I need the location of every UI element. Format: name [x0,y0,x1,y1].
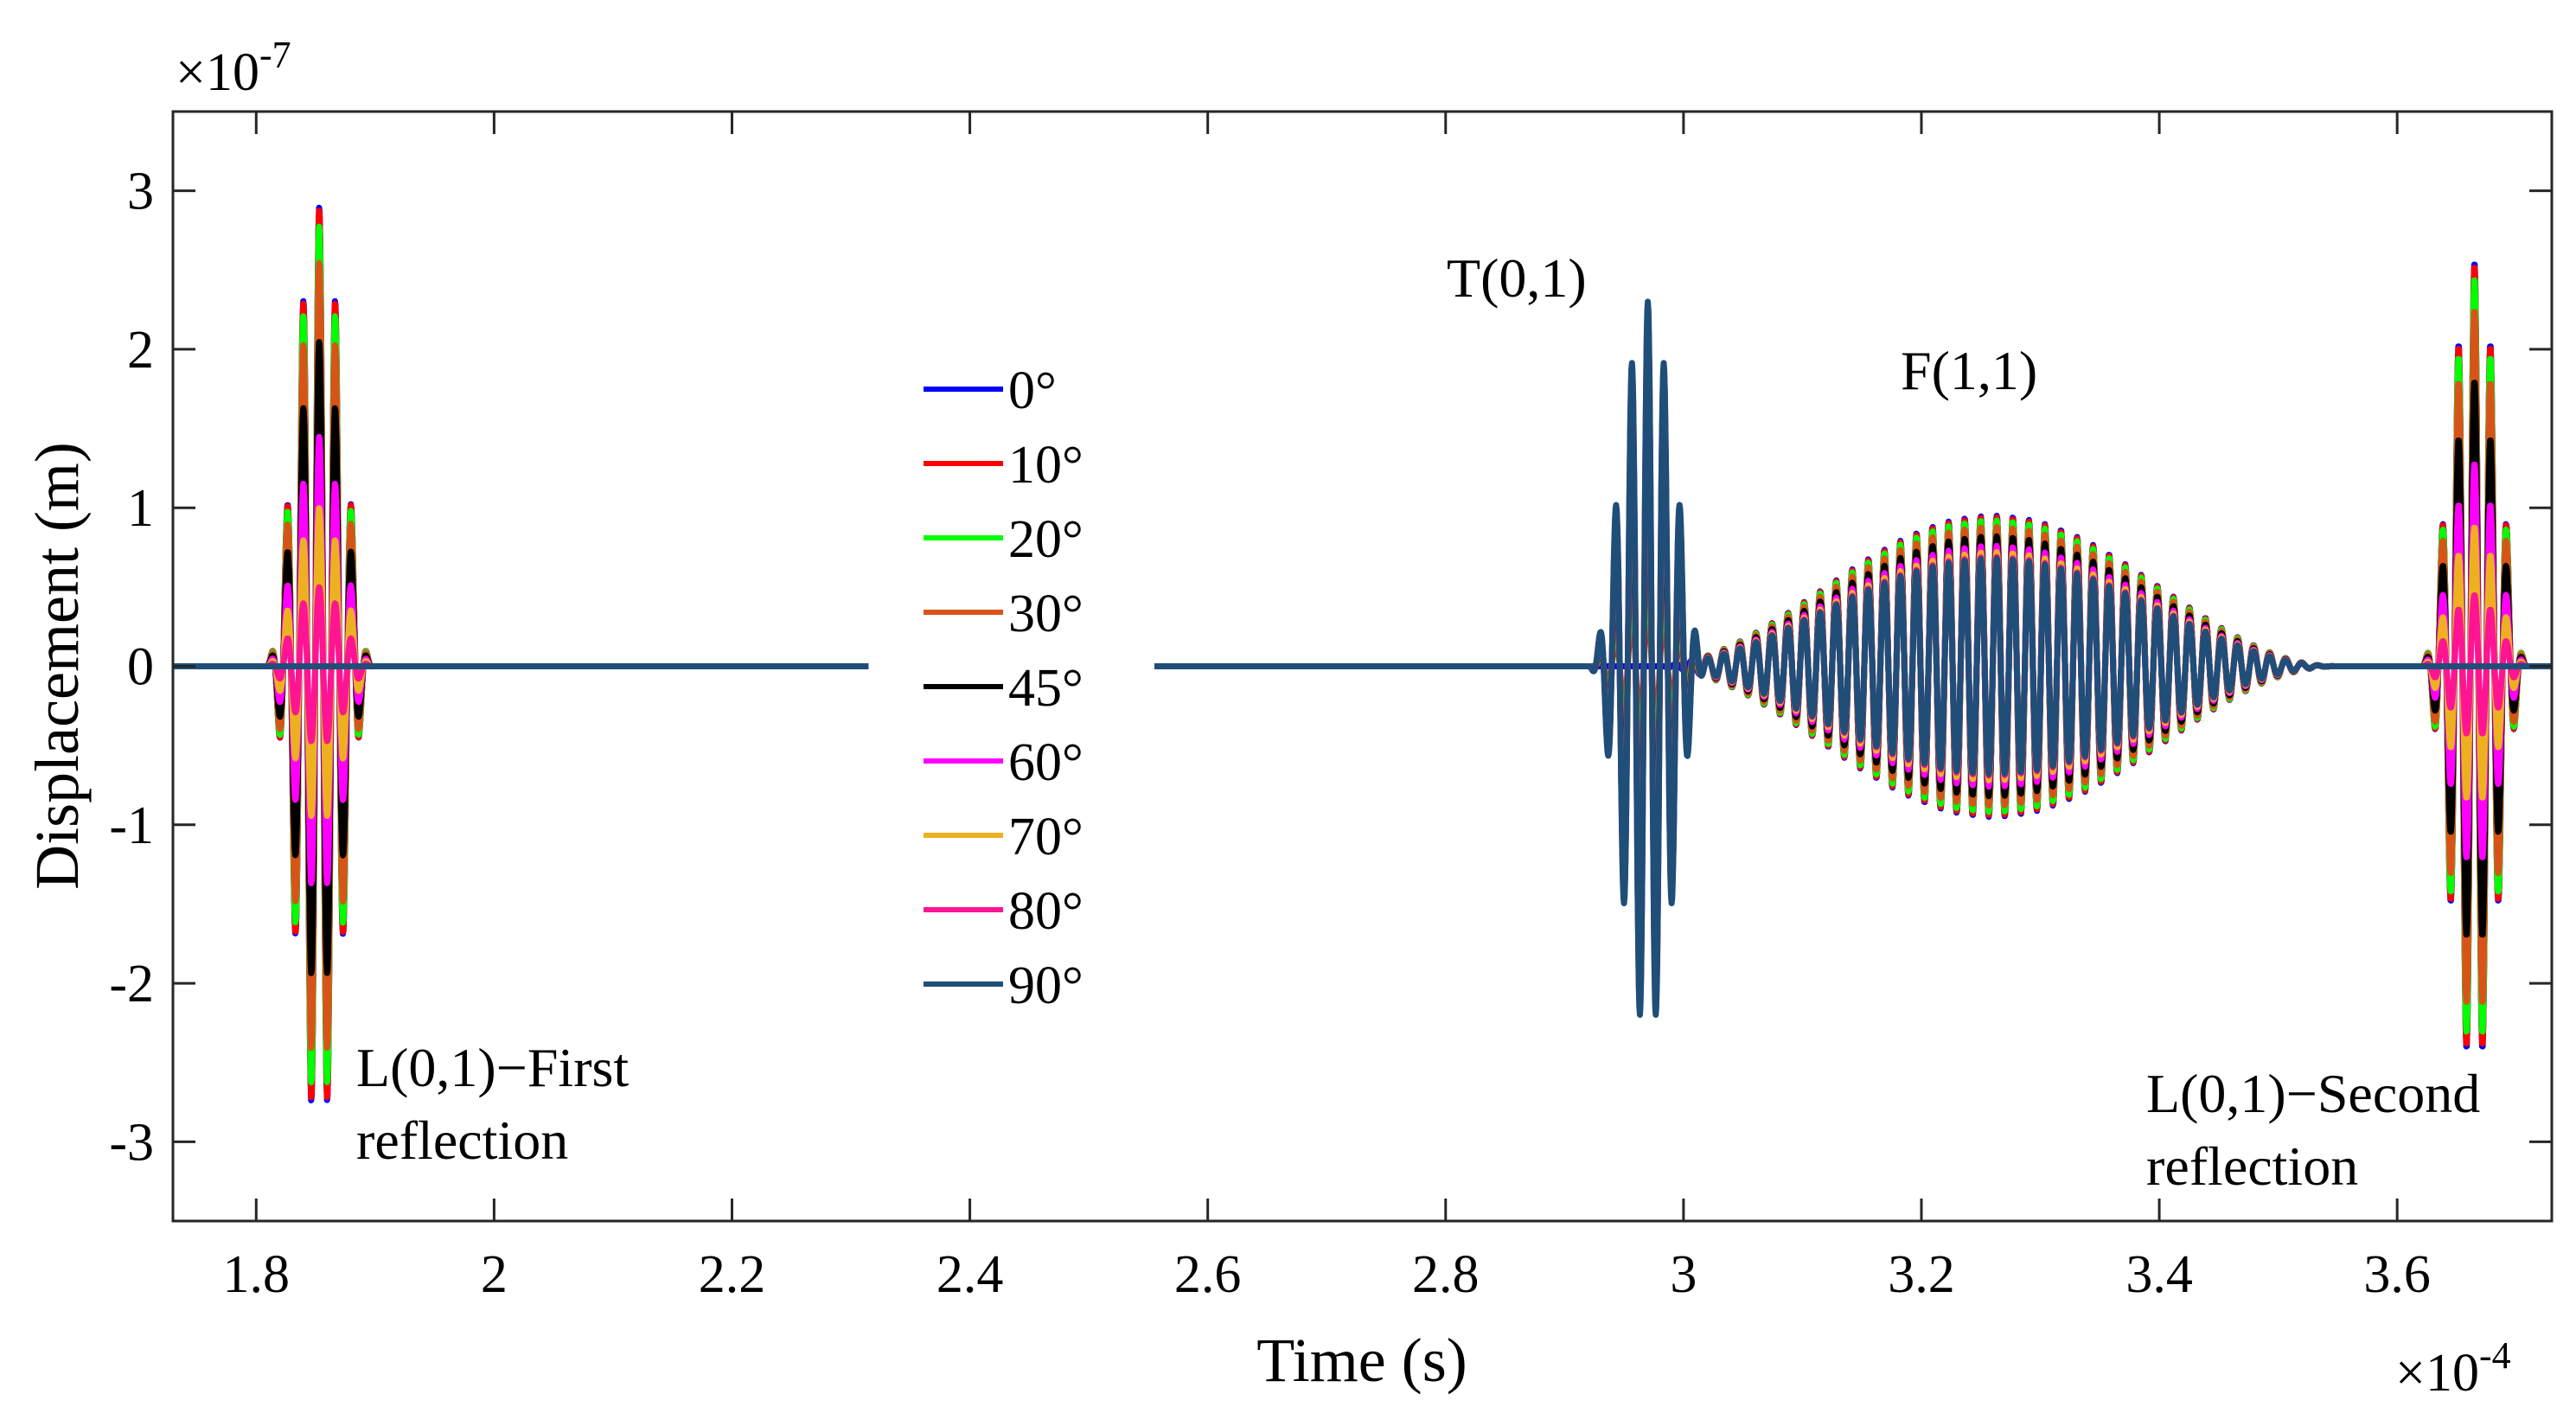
legend-label: 0° [1008,361,1057,420]
x-tick-label: 3.2 [1888,1245,1955,1304]
annotation-first-reflection-line2: reflection [356,1109,568,1171]
legend-label: 10° [1008,436,1083,495]
x-tick-label: 2.4 [936,1245,1004,1304]
y-tick-label: 1 [127,479,154,538]
x-tick-label: 3 [1670,1245,1697,1304]
legend: 0° 10° 20° 30° 45° 60° 70° 80° 90° [924,361,1083,1015]
legend-label: 45° [1008,659,1083,718]
x-tick-label: 2 [481,1245,508,1304]
x-tick-label: 2.8 [1412,1245,1480,1304]
x-multiplier: ×10-4 [2395,1334,2511,1403]
legend-label: 20° [1008,510,1083,569]
x-axis-title: Time (s) [1256,1326,1467,1395]
ticks-layer: 1.8 2 2.2 2.4 2.6 2.8 3 3.2 3.4 3.6 3 2 1 0 -1 -2 -3 [109,112,2552,1304]
y-tick-label: 0 [127,638,154,697]
series-layer [170,204,2554,1103]
legend-label: 70° [1008,808,1083,866]
annotation-first-reflection-line1: L(0,1)−First [356,1037,629,1098]
annotation-t01: T(0,1) [1447,247,1587,309]
annotation-second-reflection-line2: reflection [2146,1135,2358,1197]
x-tick-label: 2.2 [699,1245,766,1304]
x-tick-label: 3.6 [2363,1245,2431,1304]
x-tick-label: 2.6 [1174,1245,1242,1304]
annotation-f11: F(1,1) [1901,340,2037,401]
y-axis-title: Displacement (m) [22,442,92,890]
y-tick-label: 3 [127,163,154,221]
x-tick-label: 3.4 [2125,1245,2193,1304]
y-tick-label: -3 [109,1113,154,1172]
legend-label: 90° [1008,956,1083,1015]
series-line [170,298,2554,1018]
x-tick-label: 1.8 [223,1245,291,1304]
y-tick-label: -1 [109,796,154,855]
y-tick-label: -2 [109,955,154,1013]
legend-label: 30° [1008,585,1083,643]
legend-label: 80° [1008,882,1083,941]
y-multiplier: ×10-7 [176,34,291,102]
y-tick-label: 2 [127,321,154,380]
annotation-second-reflection-line1: L(0,1)−Second [2146,1063,2480,1124]
legend-label: 60° [1008,733,1083,792]
